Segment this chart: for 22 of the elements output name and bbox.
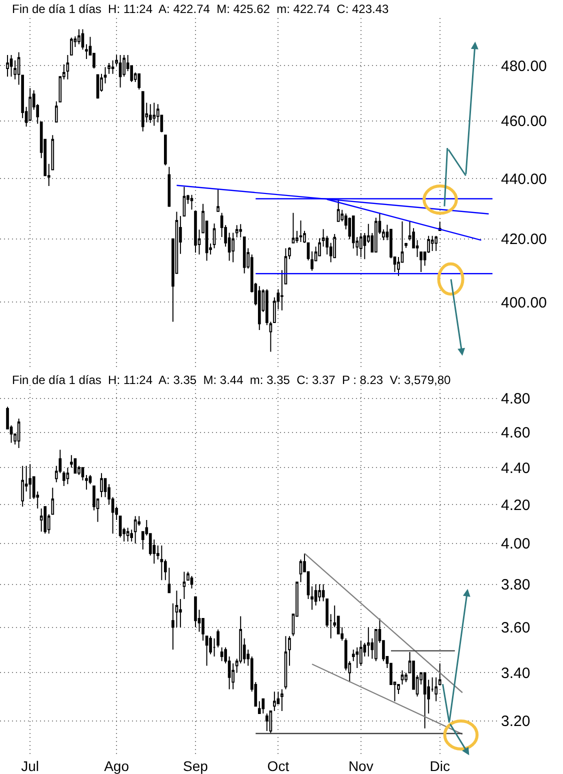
x-tick-label: Nov	[348, 758, 374, 774]
y-tick-label: 3.20	[501, 713, 530, 730]
y-tick-label: 4.80	[501, 390, 530, 408]
y-tick-label: 440.00	[501, 170, 547, 188]
x-tick-label: Sep	[183, 758, 208, 774]
y-tick-label: 3.60	[501, 620, 530, 637]
chart-title: Fin de día 1 días H: 11:24 A: 3.35 M: 3.44 m: 3.35 C: 3.37 P : 8.23 V: 3,579,80	[12, 373, 452, 387]
y-tick-label: 460.00	[501, 113, 547, 130]
chart-title: Fin de día 1 días H: 11:24 A: 422.74 M: 425.62 m: 422.74 C: 423.43	[12, 2, 390, 16]
y-tick-label: 420.00	[501, 231, 547, 248]
x-tick-label: Oct	[267, 758, 290, 774]
y-tick-label: 3.40	[501, 664, 530, 682]
y-tick-label: 3.80	[501, 576, 530, 594]
x-tick-label: Ago	[104, 758, 130, 774]
y-tick-label: 400.00	[501, 294, 547, 312]
y-tick-label: 4.00	[501, 536, 530, 553]
y-tick-label: 480.00	[501, 58, 547, 75]
x-tick-label: Dic	[430, 758, 450, 774]
y-tick-label: 4.60	[501, 424, 530, 442]
y-tick-label: 4.20	[501, 496, 530, 514]
x-tick-label: Jul	[21, 758, 40, 774]
y-tick-label: 4.40	[501, 460, 530, 477]
